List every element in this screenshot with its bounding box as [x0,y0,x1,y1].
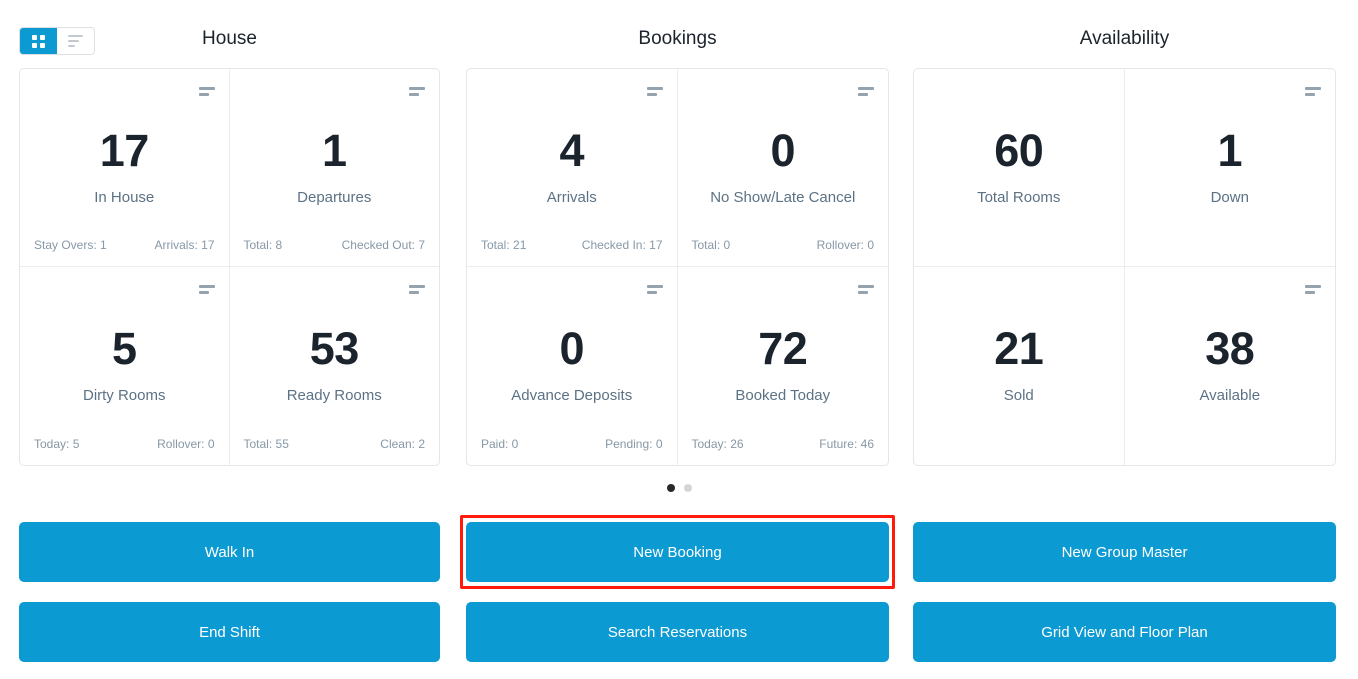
pager-dot-2[interactable] [683,484,692,492]
pager-dot-1[interactable] [666,484,675,492]
carousel-pager [0,484,1358,492]
metric-card-available[interactable]: 38 Available [1125,267,1336,465]
metric-footer-left: Total: 21 [481,238,527,252]
metric-footer-right: Arrivals: 17 [154,238,215,252]
metric-value: 1 [1217,125,1243,176]
metric-footer: Stay Overs: 1 Arrivals: 17 [34,238,215,252]
card-menu-icon[interactable] [198,285,215,294]
metric-footer-left: Total: 55 [243,437,289,451]
list-view-toggle-button[interactable] [57,28,94,54]
metric-value: 72 [758,323,808,374]
metric-footer-left: Paid: 0 [481,437,519,451]
column-title-availability: Availability [1079,28,1170,49]
metric-card-in-house[interactable]: 17 In House Stay Overs: 1 Arrivals: 17 [20,69,230,267]
metric-card-total-rooms[interactable]: 60 Total Rooms [914,69,1125,267]
metric-footer: Total: 0 Rollover: 0 [692,238,875,252]
metric-footer-right: Checked Out: 7 [341,238,425,252]
grid-view-toggle-button[interactable] [20,28,57,54]
metric-footer: Total: 8 Checked Out: 7 [244,238,426,252]
metric-card-advance-deposits[interactable]: 0 Advance Deposits Paid: 0 Pending: 0 [467,267,678,465]
new-group-master-button[interactable]: New Group Master [913,522,1336,582]
metric-value: 0 [559,323,585,374]
grid-icon [32,34,45,48]
metric-footer-left: Today: 26 [691,437,744,451]
metric-label: Departures [297,189,372,206]
metric-footer-right: Future: 46 [819,437,874,451]
metric-footer: Today: 26 Future: 46 [692,437,875,451]
metric-card-dirty-rooms[interactable]: 5 Dirty Rooms Today: 5 Rollover: 0 [20,267,230,465]
dashboard-header: House Bookings Availability [0,0,1358,62]
metric-card-down[interactable]: 1 Down [1124,69,1335,267]
metric-label: Dirty Rooms [82,387,166,404]
metric-label: Total Rooms [977,189,1061,206]
card-menu-icon[interactable] [858,285,874,294]
metric-card-arrivals[interactable]: 4 Arrivals Total: 21 Checked In: 17 [467,69,678,267]
metric-label: Arrivals [546,189,597,206]
metric-footer: Today: 5 Rollover: 0 [34,437,215,451]
metric-footer: Total: 21 Checked In: 17 [481,238,663,252]
card-menu-icon[interactable] [646,87,663,96]
metric-footer-right: Rollover: 0 [816,238,874,252]
metric-label: Down [1210,189,1249,206]
column-title-house: House [202,28,257,49]
metric-card-booked-today[interactable]: 72 Booked Today Today: 26 Future: 46 [678,267,889,465]
walk-in-button[interactable]: Walk In [19,522,440,582]
end-shift-button[interactable]: End Shift [19,602,440,662]
metric-value: 53 [309,323,360,374]
search-reservations-button[interactable]: Search Reservations [466,602,889,662]
metric-value: 21 [994,323,1044,374]
metric-label: Ready Rooms [286,387,382,404]
metric-value: 0 [770,125,796,176]
metric-value: 38 [1205,323,1255,374]
metric-footer: Paid: 0 Pending: 0 [481,437,663,451]
metric-card-departures[interactable]: 1 Departures Total: 8 Checked Out: 7 [229,69,439,267]
metric-value: 17 [99,125,150,176]
grid-view-and-floor-plan-button[interactable]: Grid View and Floor Plan [913,602,1336,662]
metric-label: In House [94,189,155,206]
card-menu-icon[interactable] [409,285,425,294]
view-mode-toggle-group[interactable] [19,27,95,55]
metric-label: Booked Today [735,387,831,404]
metric-label: Available [1199,387,1261,404]
panel-house: 17 In House Stay Overs: 1 Arrivals: 17 1… [19,68,440,466]
metric-value: 5 [111,323,137,374]
card-menu-icon[interactable] [409,87,425,96]
list-icon [68,35,83,47]
metric-label: Advance Deposits [511,387,633,404]
panel-availability: 60 Total Rooms 1 Down 21 Sold 38 Availab… [913,68,1336,466]
metric-footer-left: Stay Overs: 1 [34,238,107,252]
card-menu-icon[interactable] [646,285,663,294]
metric-footer: Total: 55 Clean: 2 [244,437,426,451]
metric-footer-right: Rollover: 0 [157,437,215,451]
metric-card-no-show-late-cancel[interactable]: 0 No Show/Late Cancel Total: 0 Rollover:… [677,69,888,267]
metric-value: 60 [994,125,1044,176]
card-menu-icon[interactable] [198,87,215,96]
card-menu-icon[interactable] [1305,285,1321,294]
metric-value: 1 [321,125,347,176]
metric-footer-right: Checked In: 17 [581,238,663,252]
metric-footer-right: Clean: 2 [380,437,425,451]
metric-footer-right: Pending: 0 [605,437,663,451]
metric-card-ready-rooms[interactable]: 53 Ready Rooms Total: 55 Clean: 2 [230,267,440,465]
column-title-bookings: Bookings [638,28,717,49]
metric-card-sold[interactable]: 21 Sold [914,267,1125,465]
metric-label: No Show/Late Cancel [710,189,856,206]
metric-footer-left: Total: 0 [691,238,731,252]
metrics-panels: 17 In House Stay Overs: 1 Arrivals: 17 1… [0,68,1358,468]
card-menu-icon[interactable] [1305,87,1321,96]
metric-label: Sold [1003,387,1034,404]
panel-bookings: 4 Arrivals Total: 21 Checked In: 17 0 No… [466,68,889,466]
metric-value: 4 [559,125,585,176]
new-booking-button[interactable]: New Booking [466,522,889,582]
metric-footer-left: Today: 5 [34,437,80,451]
card-menu-icon[interactable] [858,87,874,96]
metric-footer-left: Total: 8 [243,238,283,252]
